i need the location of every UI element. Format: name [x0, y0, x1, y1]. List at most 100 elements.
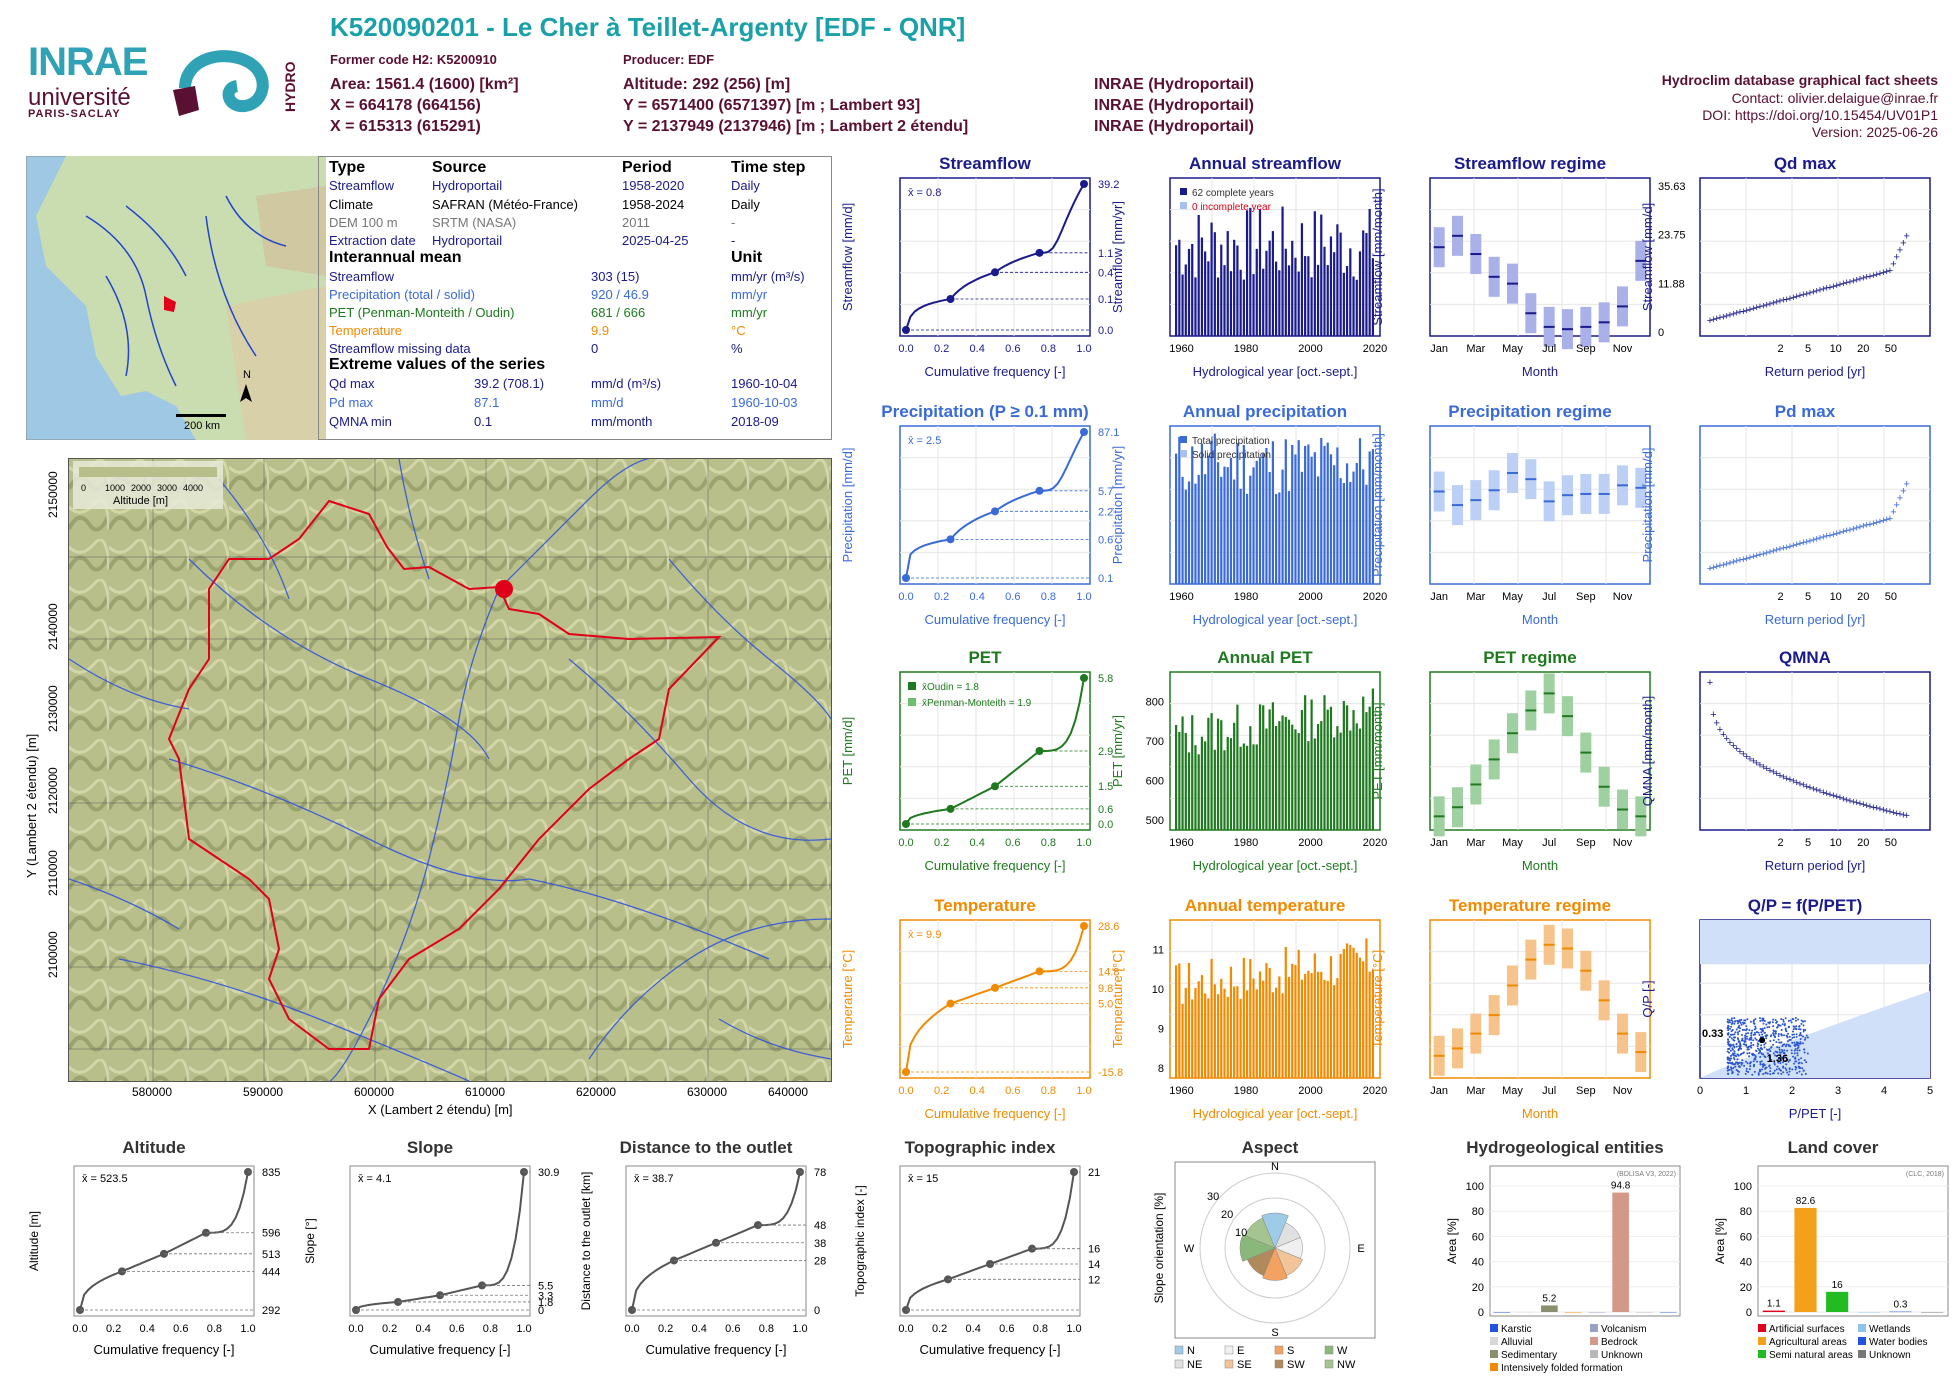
qp-point [1737, 1026, 1740, 1029]
annual-bar [1226, 467, 1229, 584]
annual-bar [1371, 969, 1374, 1078]
qp-annotation: 0.33 [1702, 1028, 1723, 1040]
annual-bar [1371, 258, 1374, 336]
qp-point [1796, 1071, 1799, 1074]
return-point: + [1803, 781, 1809, 793]
annual-bar [1197, 214, 1200, 336]
pet-chart: PET Cumulative frequency [-] PET [mm/d] 5.8… [830, 648, 1140, 873]
annual-bar [1310, 973, 1313, 1078]
legend-swatch [1180, 450, 1187, 457]
catchment-map: 0 1000 2000 3000 4000 Altitude [m] [68, 458, 832, 1082]
return-point: + [1730, 740, 1736, 752]
return-point: + [1850, 275, 1856, 287]
x-tick-label: Jul [1542, 591, 1556, 603]
annual-bar [1365, 484, 1368, 584]
qp-point [1754, 1017, 1757, 1020]
return-point: + [1740, 554, 1746, 566]
legend-label: NW [1337, 1359, 1356, 1371]
return-point: + [1807, 535, 1813, 547]
x-tick-label: 1.0 [1076, 343, 1091, 355]
return-point: + [1860, 799, 1866, 811]
qp-point [1741, 1028, 1744, 1031]
annual-bar [1345, 943, 1349, 1078]
qp-point [1781, 1023, 1784, 1026]
annual-bar [1220, 244, 1223, 336]
right-tick-label: 38 [814, 1238, 826, 1250]
return-point: + [1707, 563, 1713, 575]
annual-bar [1187, 481, 1191, 584]
slope-chart: Slope 30.9 5.5 3.3 1.8 0 x̄ = 4.1 0.0 0.2 0.4 0.6 0… [300, 1138, 560, 1378]
qp-point [1752, 1065, 1755, 1068]
qp-point [1750, 1046, 1753, 1049]
right-tick-label: 5.8 [1098, 673, 1113, 685]
slope-svg: 30.9 5.53.31.80 x̄ = 4.1 0.0 0.2 0.4 0.6 0.8 1.0… [303, 1165, 559, 1357]
plot-area: 0 20 40 60 80 100 1.1 82.6 16 0.3 (CLC, 2018) Area … [1713, 1165, 1949, 1361]
annual-bar [1281, 206, 1284, 336]
qp-point [1806, 1052, 1809, 1055]
qp-point [1798, 1025, 1801, 1028]
qp-point [1759, 1019, 1762, 1022]
qp-point [1786, 1058, 1789, 1061]
pd_max-chart: Pd max Return period [yr] Precipitation [m… [1630, 402, 1960, 627]
qp-point [1797, 1058, 1800, 1061]
table-row-source: SAFRAN (Météo-France) [432, 197, 578, 212]
return-point: + [1887, 265, 1893, 277]
qp-point [1757, 1043, 1760, 1046]
annual-bar [1262, 453, 1265, 584]
return-point: + [1807, 782, 1813, 794]
x-tick-label: 0.6 [1005, 591, 1020, 603]
qp-point [1760, 1031, 1763, 1034]
plot-frame [1429, 177, 1651, 337]
x-tick-label: 1.0 [1076, 591, 1091, 603]
qp-point [1729, 1049, 1732, 1052]
qp-point [1739, 1021, 1742, 1024]
qp-point [1729, 1044, 1732, 1047]
annual-bar [1245, 745, 1249, 830]
doi-link[interactable]: DOI: https://doi.org/10.15454/UV01P1 [1702, 107, 1938, 123]
annual-bar [1275, 987, 1278, 1078]
return-point: + [1773, 768, 1779, 780]
annual-bar [1181, 716, 1184, 830]
x-tick-label: 0.4 [966, 1323, 981, 1335]
return-point: + [1850, 796, 1856, 808]
qp-point [1803, 1038, 1806, 1041]
annual-bar [1304, 256, 1307, 336]
x-tick-label: 1.0 [1066, 1323, 1081, 1335]
mean-value: 0 [591, 341, 599, 356]
annual-bar [1258, 971, 1262, 1078]
qp-point [1763, 1046, 1766, 1049]
annual-bar [1362, 230, 1365, 336]
annual-bar [1271, 231, 1274, 336]
return-point: + [1743, 553, 1749, 565]
contact-link[interactable]: Contact: olivier.delaigue@inrae.fr [1731, 90, 1938, 106]
plot-frame [1429, 671, 1651, 831]
qp-point [1734, 1031, 1737, 1034]
qp-annotation: 1.36 [1767, 1053, 1788, 1065]
legend-label: Unknown [1869, 1350, 1911, 1361]
return-point: + [1797, 778, 1803, 790]
x-tick-label: 0.0 [898, 1085, 913, 1097]
qp-point [1778, 1048, 1781, 1051]
x-tick-label: 0.8 [1041, 591, 1056, 603]
annual-bar [1229, 457, 1233, 584]
map-x-axis: 580000 590000 600000 610000 620000 63000… [68, 1082, 830, 1122]
return-point: + [1807, 287, 1813, 299]
qp-point [1763, 1027, 1766, 1030]
x-axis-label: Month [1522, 364, 1558, 379]
return-point: + [1710, 314, 1716, 326]
qp-point [1795, 1041, 1798, 1044]
x-tick-label: 0.0 [898, 591, 913, 603]
qp-point [1770, 1059, 1773, 1062]
mean-label: x̄ = 523.5 [82, 1173, 128, 1185]
x-tick-label: 0.8 [1041, 343, 1056, 355]
y-tick-label: 8 [1158, 1063, 1164, 1075]
qp-point [1740, 1047, 1743, 1050]
annual-bar [1245, 210, 1249, 336]
x-tick-label: May [1502, 591, 1523, 603]
annual-bar [1249, 475, 1252, 584]
annual-bar [1313, 953, 1316, 1078]
return-point: + [1827, 282, 1833, 294]
qp-point [1776, 1046, 1779, 1049]
annual_precipitation-svg: Hydrological year [oct.-sept.] Precipitat… [1110, 425, 1387, 627]
x-tick-label: Jul [1542, 1085, 1556, 1097]
